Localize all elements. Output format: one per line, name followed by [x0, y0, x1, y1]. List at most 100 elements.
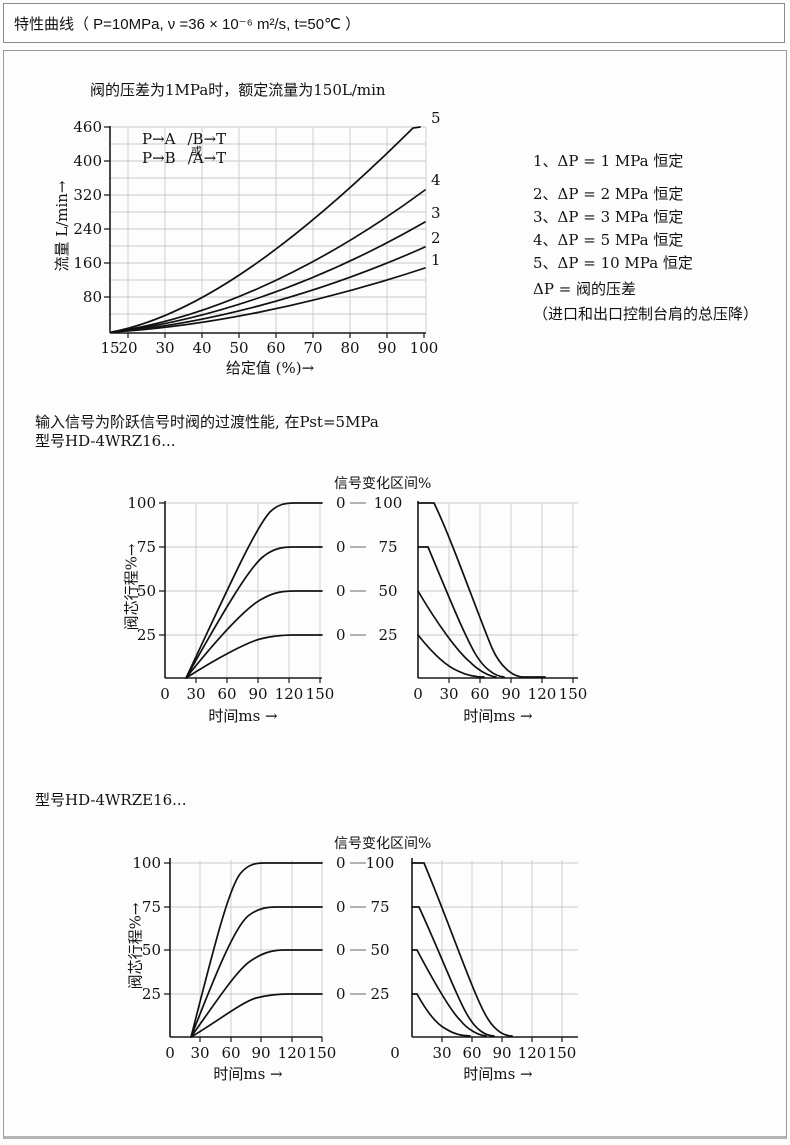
- curve-legend: 1、ΔP = 1 MPa 恒定 2、ΔP = 2 MPa 恒定 3、ΔP = 3…: [533, 150, 758, 326]
- inset-line1a: P→A: [142, 130, 176, 148]
- c3l-ytick: 75: [141, 898, 161, 916]
- inset-line1b: /B→T: [187, 130, 227, 148]
- curve-label: 3: [431, 204, 441, 222]
- c2l-ytick: 50: [136, 582, 156, 600]
- legend-line: 1、ΔP = 1 MPa 恒定: [533, 152, 684, 170]
- c1-xtick: 30: [155, 339, 175, 357]
- legend-line: 3、ΔP = 3 MPa 恒定: [533, 208, 684, 226]
- page-title: 特性曲线（ P=10MPa, ν =36 × 10⁻⁶ m²/s, t=50℃ …: [14, 15, 361, 33]
- c3l-xtick: 90: [251, 1044, 271, 1062]
- c3r-xtick: 90: [492, 1044, 512, 1062]
- c1-ytick: 240: [73, 220, 102, 238]
- c1-ylabel: 流量 L/min→: [53, 180, 71, 272]
- c2r-xtick: 60: [470, 685, 490, 703]
- range-zero: 0: [336, 494, 346, 512]
- c1-xtick: 50: [229, 339, 249, 357]
- c1-xtick: 20: [118, 339, 138, 357]
- c3l-ytick: 100: [132, 854, 161, 872]
- range-zero: 0: [336, 626, 346, 644]
- c1-xtick: 90: [377, 339, 397, 357]
- c2l-xtick: 90: [248, 685, 268, 703]
- c1-ytick: 160: [73, 254, 102, 272]
- c3l-xlabel: 时间ms →: [213, 1065, 283, 1083]
- c1-xlabel: 给定值 (%)→: [225, 359, 315, 377]
- c3l-ytick: 25: [141, 985, 161, 1003]
- c2l-ylabel: 阀芯行程%→: [122, 543, 141, 631]
- c1-xtick: 15: [100, 339, 120, 357]
- legend-line: 4、ΔP = 5 MPa 恒定: [533, 231, 684, 249]
- c1-ytick: 320: [73, 186, 102, 204]
- legend-line: （进口和出口控制台肩的总压降）: [533, 305, 759, 323]
- range-zero: 0: [336, 582, 346, 600]
- legend-line: ΔP = 阀的压差: [533, 280, 637, 298]
- c1-ytick: 80: [82, 288, 102, 306]
- c2l-xtick: 0: [160, 685, 170, 703]
- c1-ytick: 400: [73, 152, 102, 170]
- c3r-xlabel: 时间ms →: [463, 1065, 533, 1083]
- c3r-xtick: 30: [432, 1044, 452, 1062]
- section2-heading1: 输入信号为阶跃信号时阀的过渡性能, 在Pst=5MPa: [35, 413, 379, 431]
- c3l-xtick: 60: [221, 1044, 241, 1062]
- c2r-xtick: 120: [527, 685, 557, 703]
- range-zero: 0: [336, 538, 346, 556]
- c1-xtick: 100: [409, 339, 439, 357]
- range-value: 50: [378, 582, 398, 600]
- range-zero: 0: [336, 898, 346, 916]
- c2l-ytick: 100: [127, 494, 156, 512]
- range-value: 50: [370, 941, 390, 959]
- legend-line: 2、ΔP = 2 MPa 恒定: [533, 185, 684, 203]
- c1-xtick: 80: [340, 339, 360, 357]
- title-bar: 特性曲线（ P=10MPa, ν =36 × 10⁻⁶ m²/s, t=50℃ …: [3, 3, 785, 43]
- inset-line2b: /A→T: [187, 149, 227, 167]
- c2l-xtick: 120: [274, 685, 304, 703]
- c3l-xtick: 150: [307, 1044, 337, 1062]
- signal-range-header: 信号变化区间%: [334, 476, 432, 492]
- c3r-xtick: 60: [462, 1044, 482, 1062]
- range-value: 25: [378, 626, 398, 644]
- legend-line: 5、ΔP = 10 MPa 恒定: [533, 254, 693, 272]
- range-zero: 0: [336, 854, 346, 872]
- range-value: 25: [370, 985, 390, 1003]
- curve-label: 1: [431, 251, 441, 269]
- c2l-xtick: 60: [217, 685, 237, 703]
- c2r-xtick: 30: [439, 685, 459, 703]
- c2l-xtick: 150: [305, 685, 335, 703]
- curve-label: 4: [431, 171, 441, 189]
- c1-xtick: 70: [303, 339, 323, 357]
- c2l-xtick: 30: [186, 685, 206, 703]
- c2r-xtick: 90: [501, 685, 521, 703]
- range-value: 75: [378, 538, 398, 556]
- c3l-ytick: 50: [141, 941, 161, 959]
- section2-heading2: 型号HD-4WRZ16...: [35, 432, 176, 450]
- c3l-xtick: 120: [277, 1044, 307, 1062]
- c3l-ylabel: 阀芯行程%→: [126, 902, 145, 990]
- c1-xtick: 60: [266, 339, 286, 357]
- inset-or: 或: [191, 145, 202, 158]
- c2l-xlabel: 时间ms →: [208, 707, 278, 725]
- c3l-xtick: 0: [165, 1044, 175, 1062]
- c3l-xtick: 30: [190, 1044, 210, 1062]
- c3r-xtick: 120: [517, 1044, 547, 1062]
- range-zero: 0: [336, 941, 346, 959]
- c2l-ytick: 75: [136, 538, 156, 556]
- c2r-xlabel: 时间ms →: [463, 707, 533, 725]
- c3r-xtick: 0: [390, 1044, 400, 1062]
- c1-xtick: 40: [192, 339, 212, 357]
- c3r-xtick: 150: [547, 1044, 577, 1062]
- inset-line2a: P→B: [142, 149, 176, 167]
- curve-label: 2: [431, 229, 441, 247]
- flow-path-inset: P→A/B→T P→B/A→T 或: [142, 130, 226, 168]
- section1-note: 阀的压差为1MPa时，额定流量为150L/min: [90, 81, 386, 99]
- signal-range-header: 信号变化区间%: [334, 836, 432, 852]
- c1-ytick: 460: [73, 118, 102, 136]
- curve-label: 5: [431, 109, 441, 127]
- c2r-xtick: 150: [558, 685, 588, 703]
- range-zero: 0: [336, 985, 346, 1003]
- c2r-xtick: 0: [413, 685, 423, 703]
- section3-heading: 型号HD-4WRZE16...: [35, 791, 187, 809]
- range-value: 75: [370, 898, 390, 916]
- range-value: 100: [373, 494, 403, 512]
- range-value: 100: [365, 854, 395, 872]
- c2l-ytick: 25: [136, 626, 156, 644]
